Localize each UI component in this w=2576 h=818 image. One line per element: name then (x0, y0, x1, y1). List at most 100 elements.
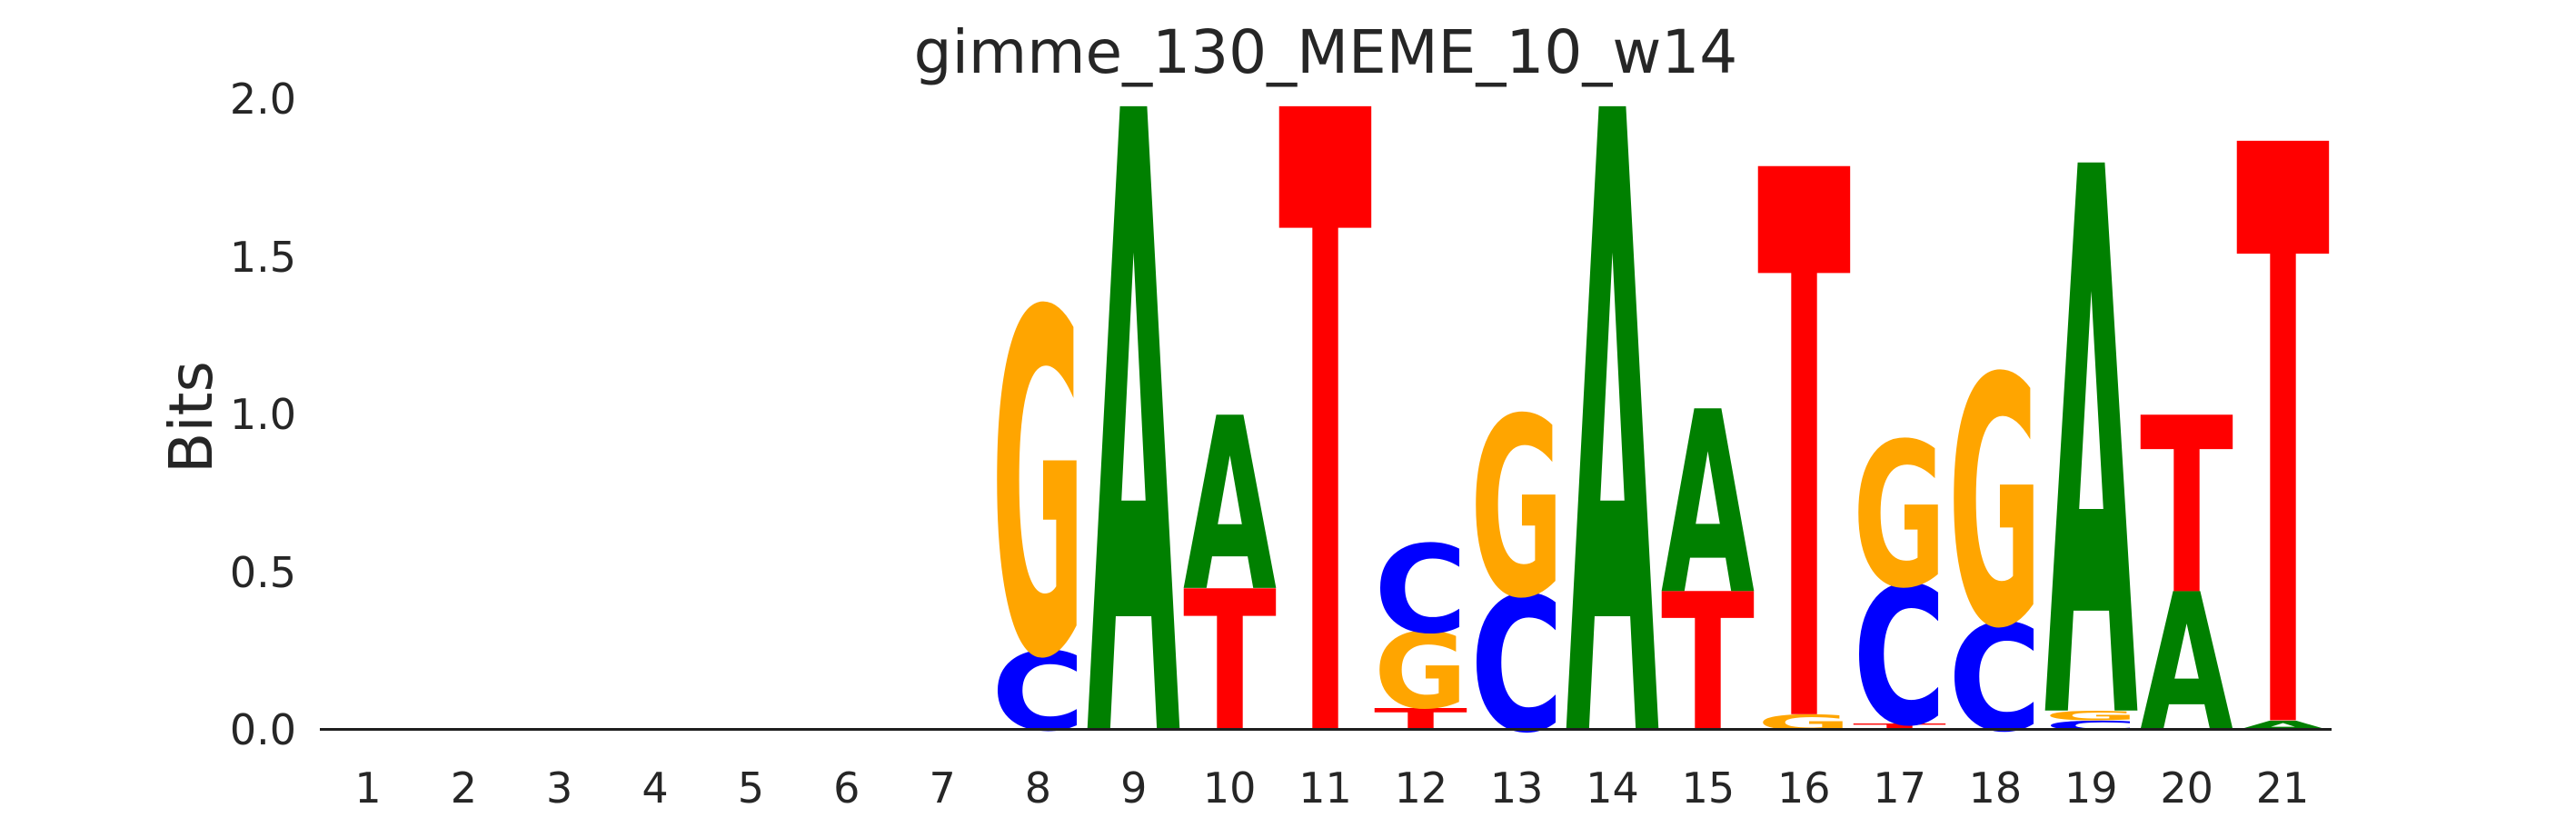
x-tick-label-5: 5 (737, 763, 765, 813)
chart-title: gimme_130_MEME_10_w14 (913, 17, 1738, 87)
x-tick-label-2: 2 (450, 763, 477, 813)
svg-text:G: G (1470, 365, 1564, 653)
logo-letter-A-pos15: A (1661, 359, 1755, 651)
svg-text:G: G (1853, 401, 1946, 632)
G-glyph: G (1470, 365, 1564, 653)
svg-text:A: A (1566, 0, 1660, 818)
logo-letter-A-pos9: A (1087, 0, 1181, 818)
T-glyph: T (1661, 554, 1755, 776)
T-glyph: T (1757, 15, 1852, 818)
logo-letter-T-pos17: T (1853, 722, 1946, 732)
y-tick-label-0.0: 0.0 (229, 705, 296, 754)
svg-text:T: T (1757, 15, 1852, 818)
G-glyph: G (991, 214, 1085, 763)
svg-text:T: T (1853, 722, 1946, 732)
C-glyph: C (991, 630, 1085, 755)
logo-letter-C-pos13: C (1470, 558, 1564, 773)
logo-letter-G-pos12: G (1374, 613, 1467, 733)
svg-text:T: T (1374, 702, 1467, 737)
A-glyph: A (2140, 554, 2233, 776)
svg-text:A: A (2140, 554, 2233, 776)
x-tick-label-7: 7 (929, 763, 956, 813)
x-tick-label-15: 15 (1681, 763, 1736, 813)
x-tick-label-12: 12 (1394, 763, 1448, 813)
logo-letter-T-pos21: T (2236, 0, 2331, 818)
logo-letter-C-pos12: C (1374, 521, 1467, 661)
y-tick-label-1.0: 1.0 (229, 390, 296, 439)
svg-text:G: G (1374, 613, 1467, 733)
y-tick-label-2.0: 2.0 (229, 75, 296, 124)
logo-letter-C-pos8: C (991, 630, 1085, 755)
logo-letter-G-pos18: G (1948, 306, 2042, 703)
C-glyph: C (1853, 548, 1946, 770)
svg-text:C: C (1948, 594, 2042, 765)
svg-text:C: C (991, 630, 1085, 755)
y-tick-label-0.5: 0.5 (229, 547, 296, 597)
x-tick-label-1: 1 (354, 763, 382, 813)
T-glyph: T (2140, 367, 2233, 649)
x-tick-label-19: 19 (2064, 763, 2118, 813)
logo-letter-T-pos12: T (1374, 702, 1467, 737)
logo-letter-T-pos15: T (1661, 554, 1755, 776)
x-tick-label-8: 8 (1024, 763, 1052, 813)
svg-text:T: T (1661, 554, 1755, 776)
logo-letter-T-pos11: T (1278, 0, 1373, 818)
x-tick-label-18: 18 (1968, 763, 2023, 813)
svg-text:G: G (991, 214, 1085, 763)
x-tick-label-4: 4 (642, 763, 669, 813)
C-glyph: C (1948, 594, 2042, 765)
svg-text:G: G (1757, 710, 1851, 735)
x-tick-label-9: 9 (1120, 763, 1148, 813)
logo-letter-A-pos19: A (2044, 13, 2139, 818)
svg-text:A: A (1087, 0, 1181, 818)
x-tick-label-14: 14 (1586, 763, 1639, 813)
T-glyph: T (2236, 0, 2331, 818)
x-tick-label-6: 6 (833, 763, 860, 813)
x-tick-label-16: 16 (1776, 763, 1831, 813)
y-tick-label-1.5: 1.5 (229, 232, 296, 282)
svg-text:T: T (2236, 0, 2331, 818)
A-glyph: A (1566, 0, 1660, 818)
logo-letter-G-pos13: G (1470, 365, 1564, 653)
svg-text:A: A (2044, 13, 2139, 818)
logo-letter-T-pos16: T (1757, 15, 1852, 818)
logo-letter-T-pos20: T (2140, 367, 2233, 649)
G-glyph: G (1757, 710, 1851, 735)
x-tick-label-20: 20 (2160, 763, 2213, 813)
T-glyph: T (1278, 0, 1373, 818)
x-tick-label-3: 3 (546, 763, 573, 813)
T-glyph: T (1374, 702, 1467, 737)
svg-text:G: G (2044, 708, 2138, 723)
svg-text:C: C (1374, 521, 1467, 661)
x-tick-label-11: 11 (1298, 763, 1352, 813)
A-glyph: A (1183, 367, 1277, 644)
svg-text:T: T (1278, 0, 1373, 818)
svg-text:A: A (1183, 367, 1277, 644)
G-glyph: G (1948, 306, 2042, 703)
logo-letter-T-pos10: T (1183, 550, 1277, 776)
logo-letter-A-pos20: A (2140, 554, 2233, 776)
logo-letter-G-pos8: G (991, 214, 1085, 763)
logo-letter-G-pos16: G (1757, 710, 1851, 735)
svg-text:A: A (1661, 359, 1755, 651)
G-glyph: G (2044, 708, 2138, 723)
svg-text:T: T (2140, 367, 2233, 649)
svg-text:G: G (1948, 306, 2042, 703)
logo-letter-G-pos19: G (2044, 708, 2138, 723)
logo-letter-C-pos18: C (1948, 594, 2042, 765)
x-tick-label-10: 10 (1202, 763, 1257, 813)
svg-text:C: C (1853, 548, 1946, 770)
G-glyph: G (1853, 401, 1946, 632)
x-tick-label-21: 21 (2255, 763, 2310, 813)
A-glyph: A (1087, 0, 1181, 818)
logo-letter-G-pos17: G (1853, 401, 1946, 632)
logo-letter-A-pos14: A (1566, 0, 1660, 818)
logo-letter-A-pos10: A (1183, 367, 1277, 644)
T-glyph: T (1853, 722, 1946, 732)
A-glyph: A (1661, 359, 1755, 651)
svg-text:T: T (1183, 550, 1277, 776)
logo-letter-C-pos17: C (1853, 548, 1946, 770)
G-glyph: G (1374, 613, 1467, 733)
C-glyph: C (1374, 521, 1467, 661)
svg-text:C: C (1470, 558, 1564, 773)
